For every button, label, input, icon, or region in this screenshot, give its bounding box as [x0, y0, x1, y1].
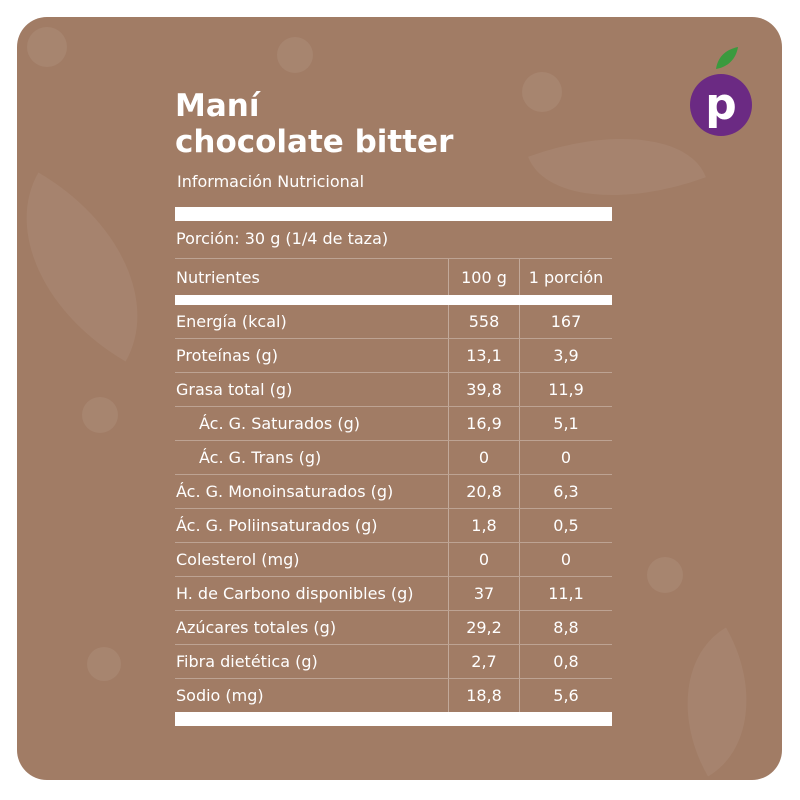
portion-size: Porción: 30 g (1/4 de taza) [176, 229, 389, 248]
header-100g: 100 g [448, 259, 520, 295]
value-100g: 2,7 [448, 645, 520, 678]
header-portion: 1 porción [528, 267, 604, 287]
table-row: Ác. G. Monoinsaturados (g) 20,8 6,3 [175, 475, 612, 509]
decor-leaf [17, 172, 186, 362]
decor-dot [87, 647, 121, 681]
value-portion: 5,1 [553, 414, 579, 433]
value-portion: 5,6 [553, 686, 579, 705]
value-portion: 0,8 [553, 652, 579, 671]
table-row: Azúcares totales (g) 29,2 8,8 [175, 611, 612, 645]
nutrient-name: Ác. G. Saturados (g) [199, 414, 360, 433]
table-row: Proteínas (g) 13,1 3,9 [175, 339, 612, 373]
value-portion: 11,1 [548, 584, 584, 603]
divider-bar [175, 295, 612, 305]
nutrition-table: Nutrientes 100 g 1 porción Energía (kcal… [175, 258, 612, 726]
value-portion: 3,9 [553, 346, 579, 365]
table-header: Nutrientes 100 g 1 porción [175, 258, 612, 295]
value-100g: 0 [448, 441, 520, 474]
nutrient-name: Sodio (mg) [176, 686, 264, 705]
table-row: Ác. G. Trans (g) 0 0 [175, 441, 612, 475]
decor-dot [82, 397, 118, 433]
value-portion: 0 [560, 448, 572, 467]
svg-text:p: p [705, 79, 737, 130]
divider-bar [175, 207, 612, 221]
value-portion: 6,3 [553, 482, 579, 501]
product-title: Maní chocolate bitter [175, 88, 453, 160]
value-100g: 37 [448, 577, 520, 610]
nutrient-name: Ác. G. Poliinsaturados (g) [176, 516, 378, 535]
table-row: Energía (kcal) 558 167 [175, 305, 612, 339]
nutrition-card [17, 17, 782, 780]
decor-leaf [648, 627, 782, 777]
value-100g: 29,2 [448, 611, 520, 644]
value-100g: 20,8 [448, 475, 520, 508]
nutrient-name: Grasa total (g) [176, 380, 293, 399]
nutrient-name: Energía (kcal) [176, 312, 287, 331]
title-line-1: Maní [175, 88, 260, 124]
nutrient-name: Fibra dietética (g) [176, 652, 318, 671]
table-row: Ác. G. Poliinsaturados (g) 1,8 0,5 [175, 509, 612, 543]
value-100g: 1,8 [448, 509, 520, 542]
value-100g: 16,9 [448, 407, 520, 440]
value-100g: 39,8 [448, 373, 520, 406]
header-nutrients: Nutrientes [176, 267, 260, 287]
table-row: Fibra dietética (g) 2,7 0,8 [175, 645, 612, 679]
subtitle: Información Nutricional [177, 172, 365, 191]
divider-bar [175, 712, 612, 726]
table-row: Colesterol (mg) 0 0 [175, 543, 612, 577]
brand-logo: p [690, 47, 752, 136]
decor-dot [277, 37, 313, 73]
value-100g: 558 [448, 305, 520, 338]
value-portion: 0,5 [553, 516, 579, 535]
table-row: Sodio (mg) 18,8 5,6 [175, 679, 612, 712]
value-portion: 8,8 [553, 618, 579, 637]
value-portion: 0 [560, 550, 572, 569]
nutrient-name: Ác. G. Trans (g) [199, 448, 322, 467]
decor-dot [647, 557, 683, 593]
decor-dot [27, 27, 67, 67]
nutrient-name: Colesterol (mg) [176, 550, 300, 569]
nutrient-name: Ác. G. Monoinsaturados (g) [176, 482, 394, 501]
value-100g: 0 [448, 543, 520, 576]
nutrient-name: Proteínas (g) [176, 346, 278, 365]
table-row: Grasa total (g) 39,8 11,9 [175, 373, 612, 407]
value-100g: 13,1 [448, 339, 520, 372]
value-100g: 18,8 [448, 679, 520, 712]
nutrient-name: H. de Carbono disponibles (g) [176, 584, 414, 603]
decor-dot [522, 72, 562, 112]
table-row: H. de Carbono disponibles (g) 37 11,1 [175, 577, 612, 611]
nutrient-name: Azúcares totales (g) [176, 618, 337, 637]
value-portion: 167 [550, 312, 582, 331]
table-row: Ác. G. Saturados (g) 16,9 5,1 [175, 407, 612, 441]
title-line-2: chocolate bitter [175, 124, 454, 160]
value-portion: 11,9 [548, 380, 584, 399]
